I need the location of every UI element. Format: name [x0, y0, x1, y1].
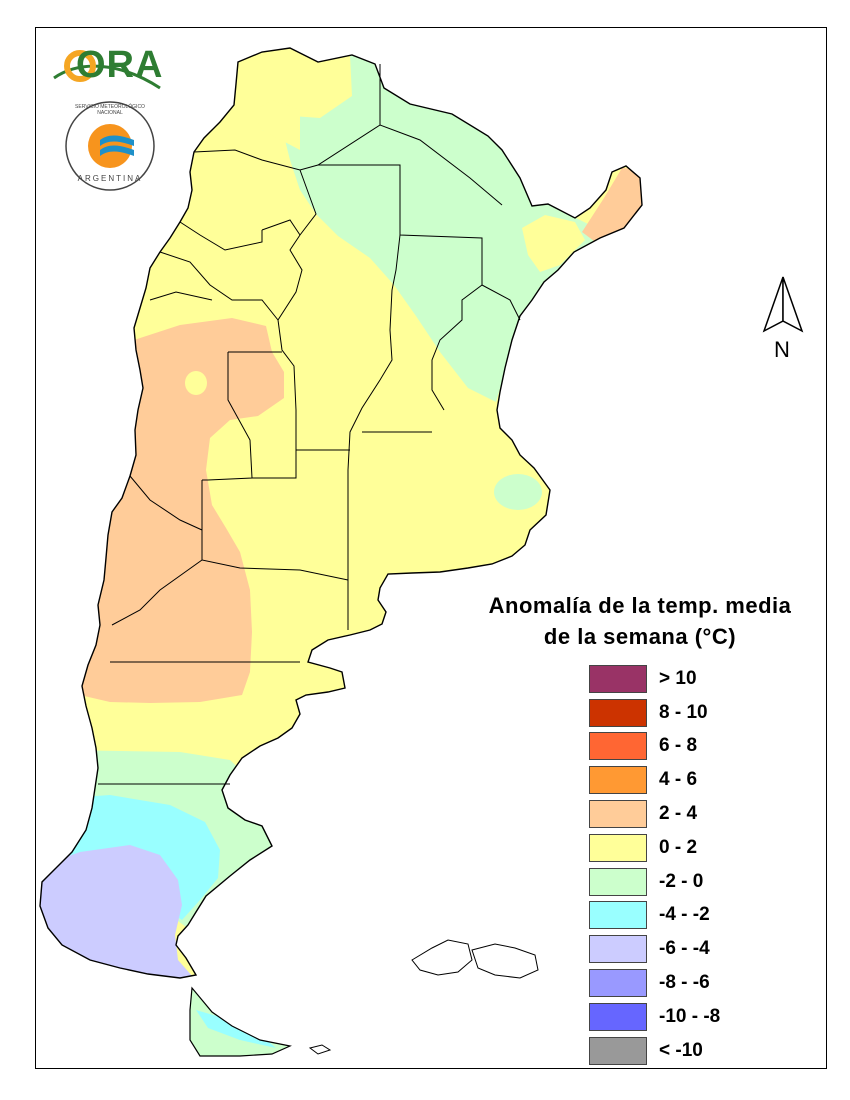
legend-swatch	[589, 833, 647, 862]
legend-label: < -10	[659, 1039, 703, 1061]
legend-swatch	[589, 732, 647, 761]
smn-ring-text: SERVICIO METEOROLÓGICO NACIONAL	[75, 104, 145, 116]
legend-swatch	[589, 766, 647, 795]
legend-title-line1: Anomalía de la temp. media	[488, 593, 792, 618]
legend-label: -10 - -8	[659, 1005, 721, 1027]
legend-swatch	[589, 800, 647, 829]
legend-swatch	[589, 664, 647, 693]
smn-country-text: ARGENTINA	[77, 174, 143, 183]
legend-swatch	[589, 698, 647, 727]
legend-row: -8 - -6	[589, 966, 825, 1000]
north-arrow-icon	[762, 276, 804, 333]
north-label: N	[774, 337, 790, 362]
ora-logo-text: ORA	[52, 44, 163, 87]
legend-row: -4 - -2	[589, 899, 825, 933]
legend: Anomalía de la temp. media de la semana …	[455, 590, 825, 1068]
legend-swatch	[589, 1036, 647, 1065]
legend-label: -2 - 0	[659, 870, 704, 892]
legend-label: > 10	[659, 667, 697, 689]
malvinas-islands	[308, 939, 539, 1055]
legend-title-line2: de la semana (°C)	[543, 624, 737, 649]
smn-logo: SERVICIO METEOROLÓGICO NACIONAL ARGENTIN…	[62, 100, 158, 197]
legend-label: 8 - 10	[659, 701, 708, 723]
country-outline	[39, 47, 643, 979]
tierra-del-fuego-outline	[189, 986, 292, 1057]
north-arrow: N	[758, 275, 808, 370]
legend-row: -10 - -8	[589, 1000, 825, 1034]
legend-swatch	[589, 935, 647, 964]
legend-rows: > 10 8 - 10 6 - 8 4 - 6 2 - 4 0 - 2 -2 -…	[589, 662, 825, 1068]
ora-text: ORA	[76, 44, 164, 86]
legend-row: 6 - 8	[589, 730, 825, 764]
legend-label: 6 - 8	[659, 735, 698, 757]
legend-row: < -10	[589, 1034, 825, 1068]
legend-swatch	[589, 867, 647, 896]
legend-row: 8 - 10	[589, 696, 825, 730]
ora-logo	[53, 50, 161, 90]
legend-swatch	[589, 1002, 647, 1031]
legend-row: 4 - 6	[589, 763, 825, 797]
legend-row: > 10	[589, 662, 825, 696]
legend-label: 2 - 4	[659, 803, 698, 825]
legend-label: -4 - -2	[659, 904, 710, 926]
map-frame	[35, 27, 827, 1069]
legend-label: -8 - -6	[659, 972, 710, 994]
legend-row: -2 - 0	[589, 865, 825, 899]
legend-row: -6 - -4	[589, 932, 825, 966]
legend-label: -6 - -4	[659, 938, 710, 960]
legend-swatch	[589, 969, 647, 998]
legend-label: 4 - 6	[659, 769, 698, 791]
legend-label: 0 - 2	[659, 836, 698, 858]
tierra-del-fuego	[190, 988, 290, 1056]
legend-row: 2 - 4	[589, 797, 825, 831]
province-borders	[98, 64, 521, 785]
legend-row: 0 - 2	[589, 831, 825, 865]
legend-swatch	[589, 901, 647, 930]
